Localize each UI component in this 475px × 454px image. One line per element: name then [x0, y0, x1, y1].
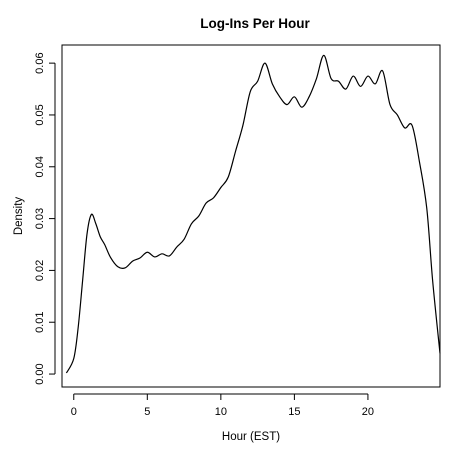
- x-axis-title: Hour (EST): [222, 431, 280, 443]
- x-tick-label: 15: [288, 406, 300, 418]
- y-tick-label: 0.04: [34, 156, 46, 177]
- y-tick-label: 0.03: [34, 208, 46, 229]
- x-axis: 0 5 10 15 20: [71, 393, 374, 418]
- x-tick-label: 0: [71, 406, 77, 418]
- y-tick-label: 0.00: [34, 363, 46, 384]
- y-tick-label: 0.01: [34, 312, 46, 333]
- y-axis-title: Density: [13, 197, 25, 236]
- chart-title: Log-Ins Per Hour: [200, 16, 310, 31]
- y-axis: 0.00 0.01 0.02 0.03 0.04 0.05 0.06: [34, 52, 56, 385]
- density-line: [65, 54, 441, 374]
- x-tick-label: 10: [215, 406, 227, 418]
- y-tick-label: 0.05: [34, 104, 46, 125]
- y-tick-label: 0.06: [34, 52, 46, 73]
- y-tick-label: 0.02: [34, 260, 46, 281]
- plot-frame: [61, 44, 441, 388]
- x-tick-label: 5: [144, 406, 150, 418]
- x-tick-label: 20: [362, 406, 374, 418]
